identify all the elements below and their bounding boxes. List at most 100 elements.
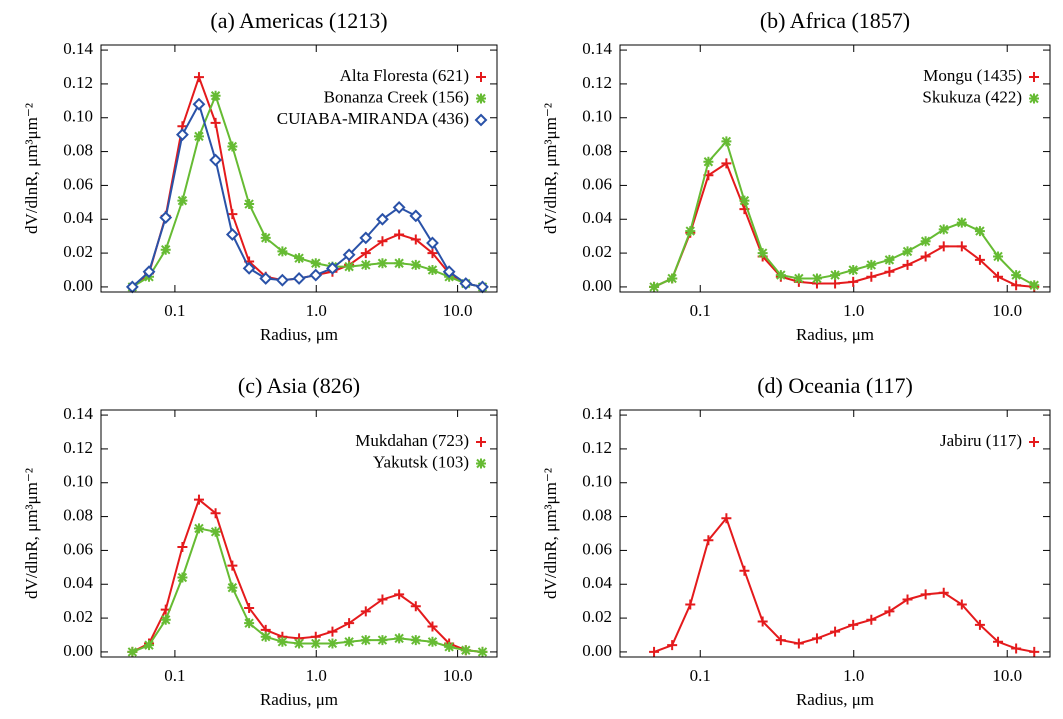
marker	[884, 266, 895, 277]
marker	[177, 542, 188, 553]
marker	[775, 270, 786, 281]
data-line	[653, 139, 1035, 288]
y-tick-label: 0.04	[63, 573, 93, 592]
marker	[275, 273, 289, 287]
marker	[409, 209, 423, 223]
marker	[127, 646, 138, 657]
marker	[360, 635, 371, 646]
x-tick-label: 1.0	[843, 301, 864, 320]
panel-title: (d) Oceania (117)	[757, 373, 913, 398]
marker	[394, 258, 405, 269]
marker	[244, 618, 255, 629]
y-tick-label: 0.06	[582, 174, 612, 193]
legend-label: Mukdahan (723)	[355, 431, 469, 450]
marker	[920, 589, 931, 600]
marker	[884, 606, 895, 617]
marker	[1011, 643, 1022, 654]
y-tick-label: 0.06	[582, 539, 612, 558]
marker	[956, 241, 967, 252]
data-line	[131, 527, 483, 653]
marker	[920, 236, 931, 247]
marker	[667, 273, 678, 284]
marker	[342, 248, 356, 262]
y-tick-label: 0.08	[582, 505, 612, 524]
y-tick-label: 0.08	[63, 140, 93, 159]
marker	[394, 633, 405, 644]
y-tick-label: 0.12	[63, 73, 93, 92]
plot-frame	[619, 409, 1051, 658]
marker	[227, 582, 238, 593]
marker	[474, 113, 488, 127]
marker	[377, 236, 388, 247]
marker	[793, 638, 804, 649]
legend-label: Bonanza Creek (156)	[324, 87, 469, 106]
x-tick-label: 10.0	[992, 666, 1022, 685]
marker	[848, 276, 859, 287]
marker	[159, 211, 173, 224]
marker	[427, 248, 438, 259]
marker	[327, 626, 338, 637]
marker	[1011, 270, 1022, 281]
marker	[476, 93, 486, 104]
y-tick-label: 0.10	[582, 107, 612, 126]
x-axis-label: Radius, μm	[260, 690, 338, 709]
marker	[294, 638, 305, 649]
data-line	[653, 516, 1035, 653]
x-tick-label: 1.0	[843, 666, 864, 685]
x-tick-label: 10.0	[992, 301, 1022, 320]
y-tick-label: 0.02	[63, 607, 93, 626]
marker	[227, 141, 238, 152]
data-line	[131, 101, 483, 288]
marker	[192, 97, 206, 111]
marker	[193, 523, 204, 534]
y-tick-label: 0.08	[582, 140, 612, 159]
marker	[974, 226, 985, 237]
legend-label: CUIABA-MIRANDA (436)	[277, 109, 469, 128]
plot-frame	[100, 409, 498, 658]
plot-frame	[100, 44, 498, 293]
panel: (d) Oceania (117) 0.00 0.02 0.04 0.06 0.08 0.1…	[541, 373, 1051, 709]
marker	[721, 158, 732, 169]
marker	[974, 619, 985, 630]
marker	[739, 565, 750, 576]
marker	[294, 253, 305, 264]
marker	[427, 636, 438, 647]
y-tick-label: 0.12	[63, 438, 93, 457]
marker	[225, 228, 239, 241]
marker	[260, 631, 271, 642]
x-tick-label: 0.1	[164, 301, 185, 320]
marker	[1029, 437, 1039, 447]
marker	[209, 153, 223, 167]
marker	[442, 265, 456, 279]
marker	[685, 226, 696, 237]
x-tick-label: 0.1	[690, 301, 711, 320]
x-tick-label: 1.0	[306, 301, 327, 320]
y-tick-label: 0.14	[63, 39, 93, 58]
y-tick-label: 0.00	[63, 276, 93, 295]
marker	[160, 614, 171, 625]
y-tick-label: 0.14	[582, 39, 612, 58]
marker	[685, 599, 696, 610]
y-tick-label: 0.00	[63, 641, 93, 660]
marker	[427, 265, 438, 276]
marker	[1029, 646, 1040, 657]
marker	[902, 259, 913, 270]
marker	[993, 251, 1004, 262]
marker	[902, 594, 913, 605]
marker	[410, 635, 421, 646]
marker	[210, 117, 221, 128]
marker	[394, 589, 405, 600]
marker	[848, 619, 859, 630]
marker	[444, 641, 455, 652]
marker	[227, 209, 238, 220]
marker	[848, 265, 859, 276]
marker	[292, 272, 306, 285]
y-axis-label: dV/dlnR, μm³μm⁻²	[22, 468, 41, 599]
marker	[210, 508, 221, 519]
marker	[993, 271, 1004, 282]
x-axis-label: Radius, μm	[796, 690, 874, 709]
marker	[884, 254, 895, 265]
y-tick-label: 0.04	[582, 208, 612, 227]
marker	[193, 494, 204, 505]
plot-frame	[619, 44, 1051, 293]
